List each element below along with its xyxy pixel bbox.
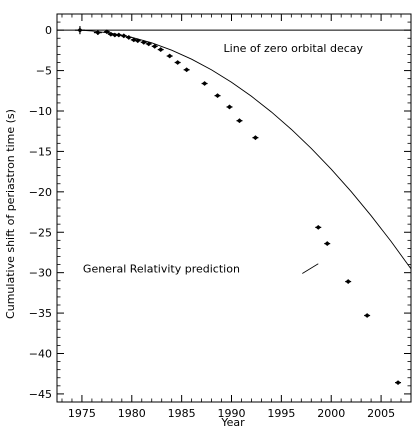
x-tick-label: 1990: [218, 407, 246, 420]
plot-border: [56, 13, 412, 403]
data-point: [324, 241, 331, 246]
y-tick-label: −35: [29, 307, 52, 320]
data-point: [174, 60, 181, 65]
point-marker: [395, 380, 401, 385]
x-tick-label: 2000: [317, 407, 345, 420]
point-marker: [130, 37, 137, 43]
point-marker: [77, 27, 83, 33]
y-tick-label: −45: [29, 388, 52, 401]
point-marker: [183, 67, 190, 73]
point-marker: [174, 60, 181, 65]
data-point: [315, 225, 322, 230]
annotation-pointer: [302, 263, 319, 274]
x-tick-label: 1975: [68, 407, 96, 420]
x-tick-label: 1980: [118, 407, 146, 420]
point-marker: [125, 35, 132, 40]
data-point: [183, 67, 190, 73]
data-point: [130, 37, 137, 43]
data-point: [125, 35, 132, 40]
point-marker: [151, 43, 158, 49]
data-point: [166, 53, 173, 59]
data-point: [201, 81, 208, 86]
point-marker: [112, 32, 118, 38]
data-point: [157, 47, 164, 52]
point-marker: [145, 41, 152, 47]
point-marker: [104, 29, 110, 35]
x-tick-label: 1985: [168, 407, 196, 420]
data-point: [145, 41, 152, 47]
y-axis: 0 −5 −10 −15 −20 −25 −30 −35 −40 −45: [29, 13, 411, 403]
data-point: [103, 29, 110, 35]
point-marker: [252, 135, 259, 141]
point-marker: [214, 93, 221, 99]
gr-prediction-curve: [79, 29, 412, 270]
data-point: [226, 104, 233, 110]
data-point: [93, 30, 102, 36]
point-marker: [315, 225, 322, 230]
data-point: [236, 118, 243, 124]
point-marker: [364, 313, 370, 318]
plot-frame: [56, 13, 412, 403]
point-marker: [157, 47, 164, 52]
data-point: [74, 26, 85, 35]
y-tick-label: −30: [29, 267, 52, 280]
y-tick-label: −40: [29, 348, 52, 361]
point-marker: [236, 118, 243, 124]
annotation-zero-decay: Line of zero orbital decay: [224, 42, 364, 55]
y-tick-label: 0: [45, 24, 52, 37]
point-marker: [166, 53, 173, 59]
data-point: [134, 38, 141, 44]
data-points: [74, 26, 402, 385]
point-marker: [95, 30, 101, 35]
y-tick-label: −10: [29, 105, 52, 118]
data-point: [140, 39, 147, 45]
point-marker: [226, 104, 233, 110]
data-point: [151, 43, 158, 49]
point-marker: [116, 32, 122, 38]
y-tick-label: −25: [29, 226, 52, 239]
x-axis-title: Year: [220, 416, 245, 429]
point-marker: [201, 81, 208, 86]
data-point: [395, 380, 402, 385]
data-point: [214, 93, 221, 99]
point-marker: [140, 39, 147, 45]
x-tick-label: 1995: [267, 407, 295, 420]
data-point: [252, 135, 259, 141]
point-marker: [345, 279, 351, 284]
y-tick-label: −15: [29, 145, 52, 158]
data-point: [364, 313, 371, 318]
x-axis: 1975 1980 1985 1990 1995 2000 2005: [61, 14, 412, 420]
point-marker: [134, 38, 141, 44]
x-tick-label: 2005: [367, 407, 395, 420]
point-marker: [121, 33, 127, 39]
data-point: [120, 33, 127, 39]
data-point: [345, 279, 352, 284]
y-axis-title: Cumulative shift of periastron time (s): [4, 109, 17, 319]
gr-curve-path: [79, 29, 412, 270]
y-tick-label: −5: [36, 65, 52, 78]
y-tick-label: −20: [29, 186, 52, 199]
annotation-gr-prediction: General Relativity prediction: [83, 263, 240, 276]
point-marker: [324, 241, 331, 246]
data-point: [115, 32, 122, 38]
